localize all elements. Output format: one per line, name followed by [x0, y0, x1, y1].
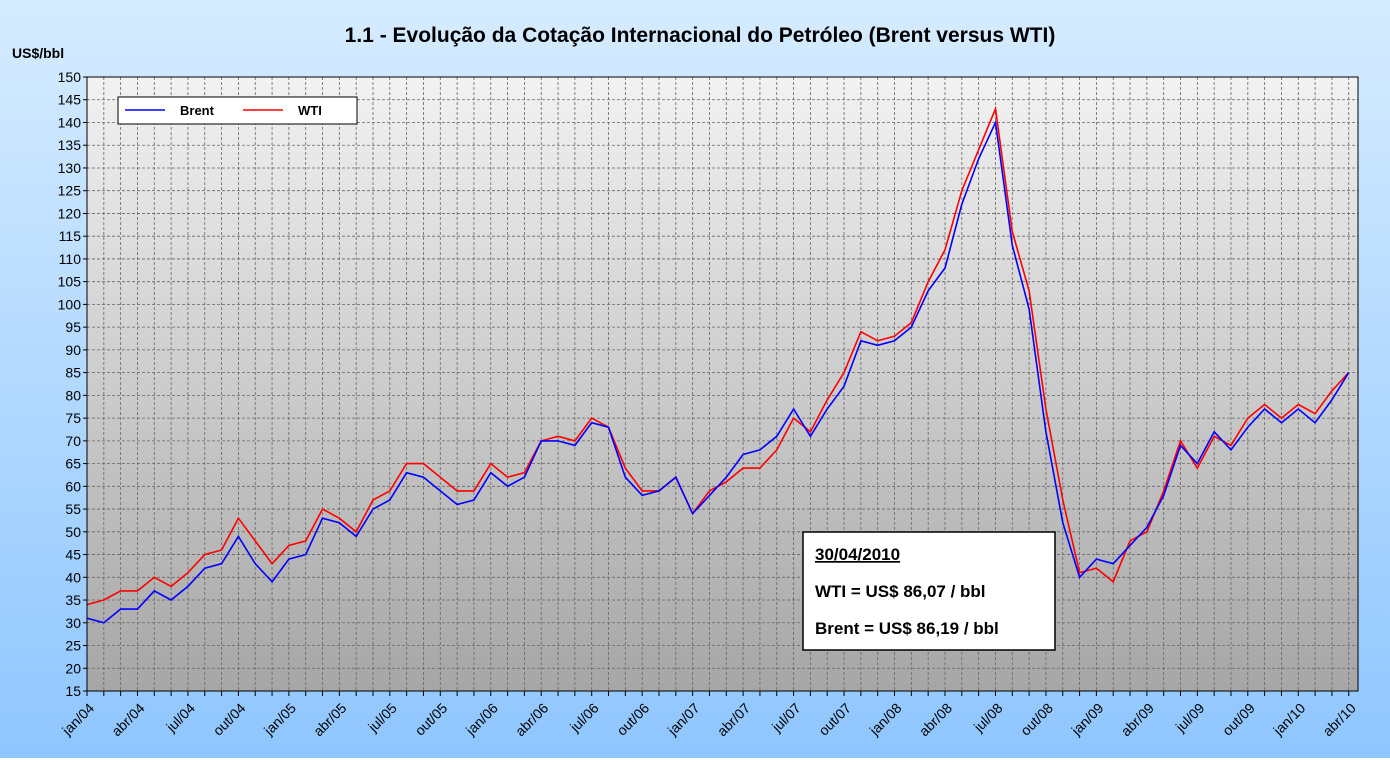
y-tick-label: 45: [65, 547, 81, 563]
annotation: 30/04/2010 WTI = US$ 86,07 / bbl Brent =…: [802, 531, 1056, 651]
y-tick-label: 95: [65, 319, 81, 335]
y-tick-label: 75: [65, 410, 81, 426]
y-tick-label: 150: [58, 69, 82, 85]
legend-label: WTI: [298, 103, 322, 118]
y-tick-label: 145: [58, 92, 82, 108]
y-tick-label: 90: [65, 342, 81, 358]
y-tick-label: 40: [65, 569, 81, 585]
grid: [83, 76, 1358, 696]
y-tick-label: 55: [65, 501, 81, 517]
lines: [86, 105, 1350, 624]
plot-area: [87, 77, 1358, 691]
y-tick-label: 60: [65, 478, 81, 494]
annotation-brent: Brent = US$ 86,19 / bbl: [815, 619, 999, 638]
y-tick-label: 15: [65, 683, 81, 699]
y-tick-label: 110: [59, 251, 82, 267]
plot-border: [86, 76, 1359, 692]
annotation-box: [802, 531, 1056, 651]
y-tick-label: 50: [65, 524, 81, 540]
y-tick-label: 135: [58, 137, 82, 153]
y-tick-label: 35: [65, 592, 81, 608]
y-tick-label: 20: [65, 660, 81, 676]
y-tick-label: 30: [65, 615, 81, 631]
y-tick-label: 65: [65, 456, 81, 472]
y-tick-label: 130: [58, 160, 82, 176]
legend-label: Brent: [180, 103, 215, 118]
legend: Brent WTI: [117, 96, 358, 125]
y-tick-label: 105: [58, 274, 82, 290]
y-tick-label: 100: [58, 296, 82, 312]
series-line: [86, 119, 1350, 624]
y-tick-label: 70: [65, 433, 81, 449]
annotation-wti: WTI = US$ 86,07 / bbl: [815, 582, 986, 601]
y-tick-label: 25: [65, 638, 81, 654]
y-tick-label: 125: [58, 183, 82, 199]
y-tick-label: 115: [59, 228, 82, 244]
y-tick-label: 85: [65, 365, 81, 381]
y-tick-label: 140: [58, 114, 82, 130]
y-tick-label: 80: [65, 387, 81, 403]
chart-title: 1.1 - Evolução da Cotação Internacional …: [345, 24, 1056, 47]
y-axis-label: US$/bbl: [12, 45, 64, 61]
y-tick-label: 120: [58, 205, 82, 221]
annotation-date: 30/04/2010: [815, 545, 900, 564]
